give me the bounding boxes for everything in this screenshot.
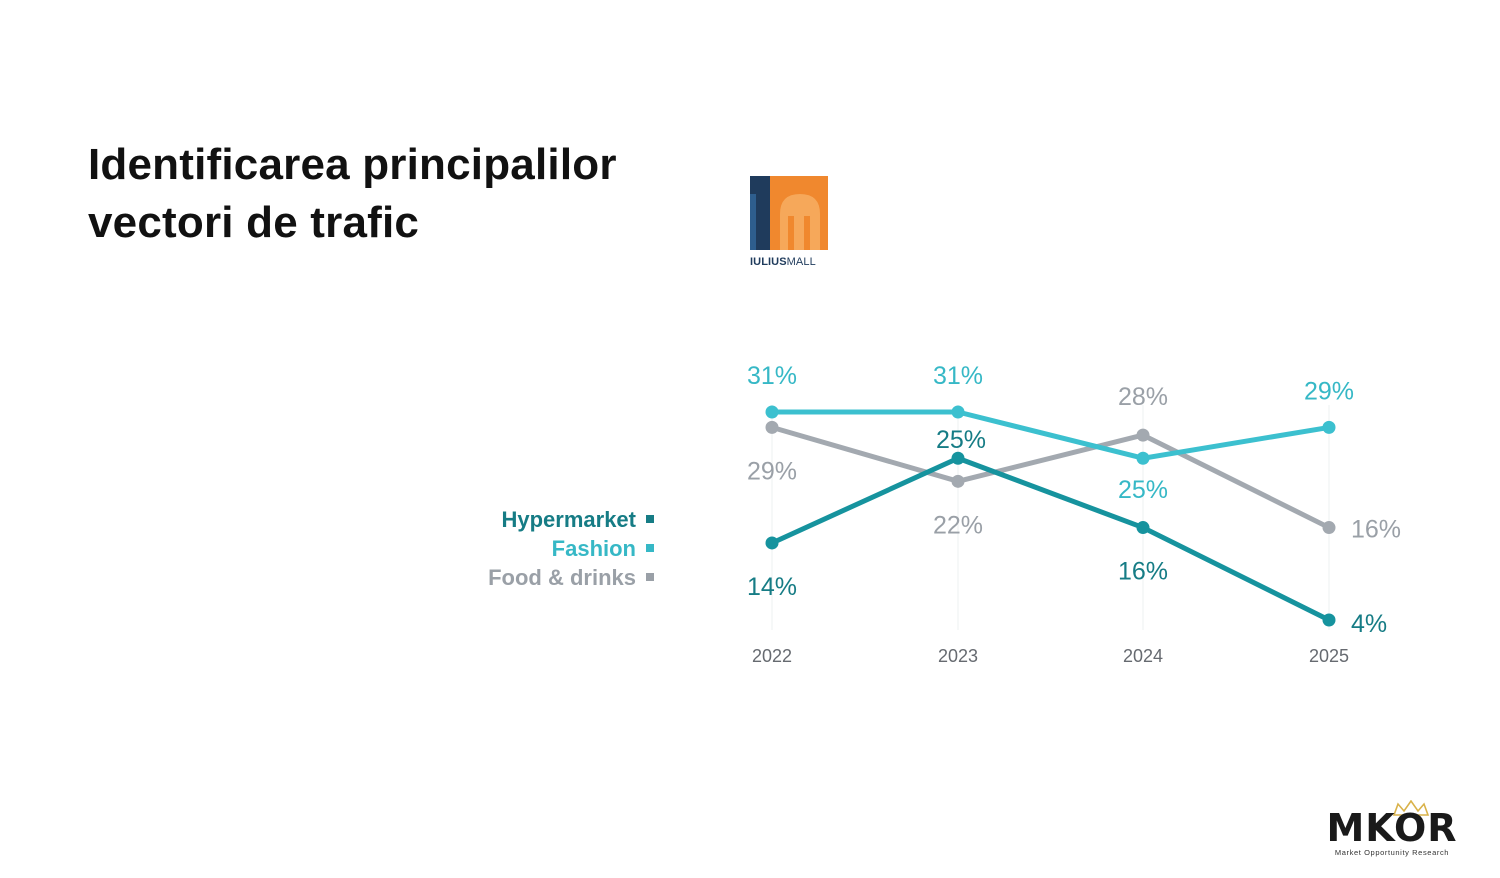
legend-swatch-food-drinks — [646, 573, 654, 582]
data-label-food-drinks-2025: 16% — [1351, 516, 1401, 544]
iulius-mall-logo — [750, 176, 828, 250]
data-label-hypermarket-2025: 4% — [1351, 610, 1387, 638]
data-point-hypermarket-2025 — [1322, 613, 1336, 627]
data-label-hypermarket-2022: 14% — [747, 573, 797, 601]
data-point-fashion-2024 — [1136, 451, 1150, 465]
data-point-food-drinks-2024 — [1136, 428, 1150, 442]
chart-legend: Hypermarket Fashion Food & drinks — [488, 505, 654, 592]
data-label-food-drinks-2023: 22% — [933, 511, 983, 539]
page-title: Identificarea principalilor vectori de t… — [88, 136, 617, 252]
x-tick-2022: 2022 — [752, 646, 792, 666]
x-tick-2023: 2023 — [938, 646, 978, 666]
mkor-logo: MKOR Market Opportunity Research — [1312, 800, 1472, 862]
x-tick-2024: 2024 — [1123, 646, 1163, 666]
series-line-food-drinks — [769, 424, 1332, 531]
mkor-logo-word: MKOR — [1326, 806, 1458, 850]
legend-item-food-drinks: Food & drinks — [488, 563, 654, 592]
data-label-hypermarket-2023: 25% — [936, 426, 986, 454]
series-line-fashion — [769, 409, 1332, 461]
iulius-logo-pillar-1 — [788, 216, 794, 250]
data-label-food-drinks-2022: 29% — [747, 457, 797, 485]
chart-lines — [769, 409, 1332, 623]
legend-label-fashion: Fashion — [551, 536, 636, 561]
data-point-fashion-2022 — [765, 405, 779, 419]
data-point-food-drinks-2022 — [765, 420, 779, 434]
page-title-line-2: vectori de trafic — [88, 198, 420, 247]
legend-swatch-fashion — [646, 544, 654, 553]
x-tick-2025: 2025 — [1309, 646, 1349, 666]
data-point-hypermarket-2023 — [951, 451, 965, 465]
data-point-hypermarket-2024 — [1136, 521, 1150, 535]
chart-data-labels: 29% 22% 28% 16% 31% 31% 25% 29% 14% 25% 16% 4% — [747, 362, 1401, 638]
series-line-hypermarket — [769, 455, 1332, 623]
iulius-logo-text-bold: IULIUS — [750, 256, 787, 268]
data-label-fashion-2025: 29% — [1304, 377, 1354, 405]
legend-item-hypermarket: Hypermarket — [488, 505, 654, 534]
iulius-logo-stripe — [750, 194, 756, 250]
data-point-fashion-2025 — [1322, 420, 1336, 434]
legend-swatch-hypermarket — [646, 515, 654, 524]
data-point-food-drinks-2023 — [951, 474, 965, 488]
data-label-fashion-2022: 31% — [747, 362, 797, 390]
chart-x-ticks: 2022 2023 2024 2025 — [752, 646, 1349, 666]
data-point-food-drinks-2025 — [1322, 521, 1336, 535]
data-point-hypermarket-2022 — [765, 536, 779, 550]
legend-item-fashion: Fashion — [488, 534, 654, 563]
iulius-logo-text: IULIUSMALL — [750, 256, 816, 268]
mkor-logo-tagline: Market Opportunity Research — [1334, 848, 1450, 857]
data-label-fashion-2023: 31% — [933, 362, 983, 390]
iulius-logo-pillar-2 — [804, 216, 810, 250]
iulius-logo-text-light: MALL — [786, 256, 816, 268]
chart-points — [765, 405, 1336, 627]
data-point-fashion-2023 — [951, 405, 965, 419]
crown-icon — [1392, 800, 1430, 816]
legend-label-food-drinks: Food & drinks — [488, 565, 636, 590]
legend-label-hypermarket: Hypermarket — [501, 507, 636, 532]
data-label-fashion-2024: 25% — [1118, 476, 1168, 504]
data-label-food-drinks-2024: 28% — [1118, 383, 1168, 411]
chart-gridlines — [771, 405, 1330, 630]
data-label-hypermarket-2024: 16% — [1118, 558, 1168, 586]
page-title-line-1: Identificarea principalilor — [88, 140, 617, 189]
